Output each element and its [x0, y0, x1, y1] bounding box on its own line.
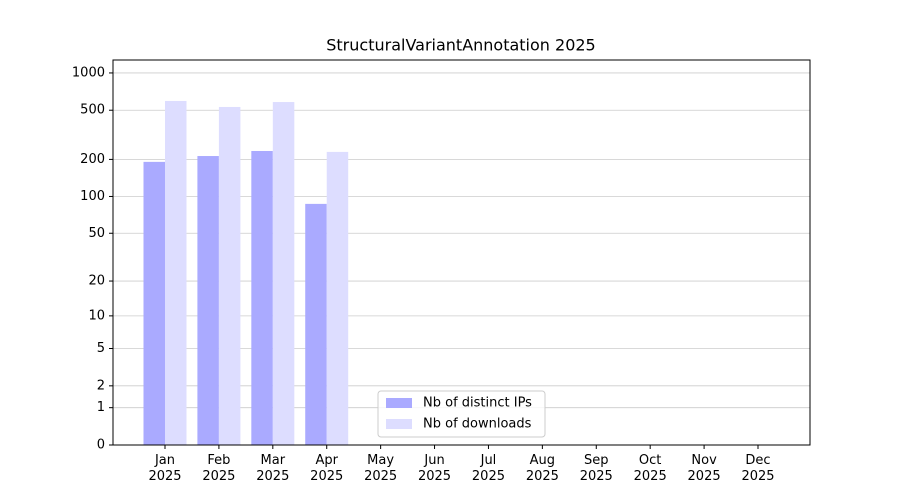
- bar: [272, 102, 295, 445]
- bar: [218, 106, 241, 445]
- legend: Nb of distinct IPs Nb of downloads: [377, 390, 546, 438]
- y-tick-label: 500: [80, 103, 105, 118]
- legend-swatch: [386, 419, 412, 429]
- bar: [165, 100, 187, 446]
- bar: [305, 203, 327, 445]
- y-tick-label: 0: [97, 438, 105, 453]
- x-tick-label: Feb 2025: [202, 453, 236, 484]
- bar: [197, 156, 219, 445]
- x-tick-label: Jun 2025: [417, 453, 452, 484]
- x-tick-label: Dec 2025: [741, 453, 775, 484]
- y-tick-label: 2: [97, 378, 105, 393]
- x-tick-label: Mar 2025: [256, 453, 290, 484]
- y-tick-label: 100: [80, 189, 105, 204]
- chart-title: StructuralVariantAnnotation 2025: [326, 36, 595, 55]
- y-tick-label: 1000: [72, 65, 105, 80]
- bar: [143, 161, 165, 446]
- bar: [326, 151, 349, 446]
- legend-label: Nb of distinct IPs: [423, 396, 532, 411]
- y-tick-label: 50: [88, 226, 105, 241]
- x-tick-label: Oct 2025: [633, 453, 667, 484]
- y-tick-label: 200: [80, 152, 105, 167]
- x-tick-label: Jul 2025: [471, 453, 505, 484]
- y-tick-label: 5: [97, 341, 105, 356]
- y-tick-label: 1: [97, 400, 105, 415]
- x-tick-label: Sep 2025: [579, 453, 613, 484]
- plot-frame: [112, 59, 811, 446]
- x-tick-label: Apr 2025: [310, 453, 344, 484]
- legend-swatch: [386, 398, 412, 408]
- legend-label: Nb of downloads: [423, 417, 532, 432]
- y-tick-label: 20: [88, 274, 105, 289]
- legend-box: [377, 390, 546, 438]
- y-tick-label: 10: [88, 308, 105, 323]
- x-tick-label: May 2025: [364, 453, 398, 484]
- x-tick-label: Nov 2025: [687, 453, 721, 484]
- x-tick-label: Jan 2025: [148, 453, 182, 484]
- x-tick-label: Aug 2025: [525, 453, 559, 484]
- bar: [251, 150, 273, 445]
